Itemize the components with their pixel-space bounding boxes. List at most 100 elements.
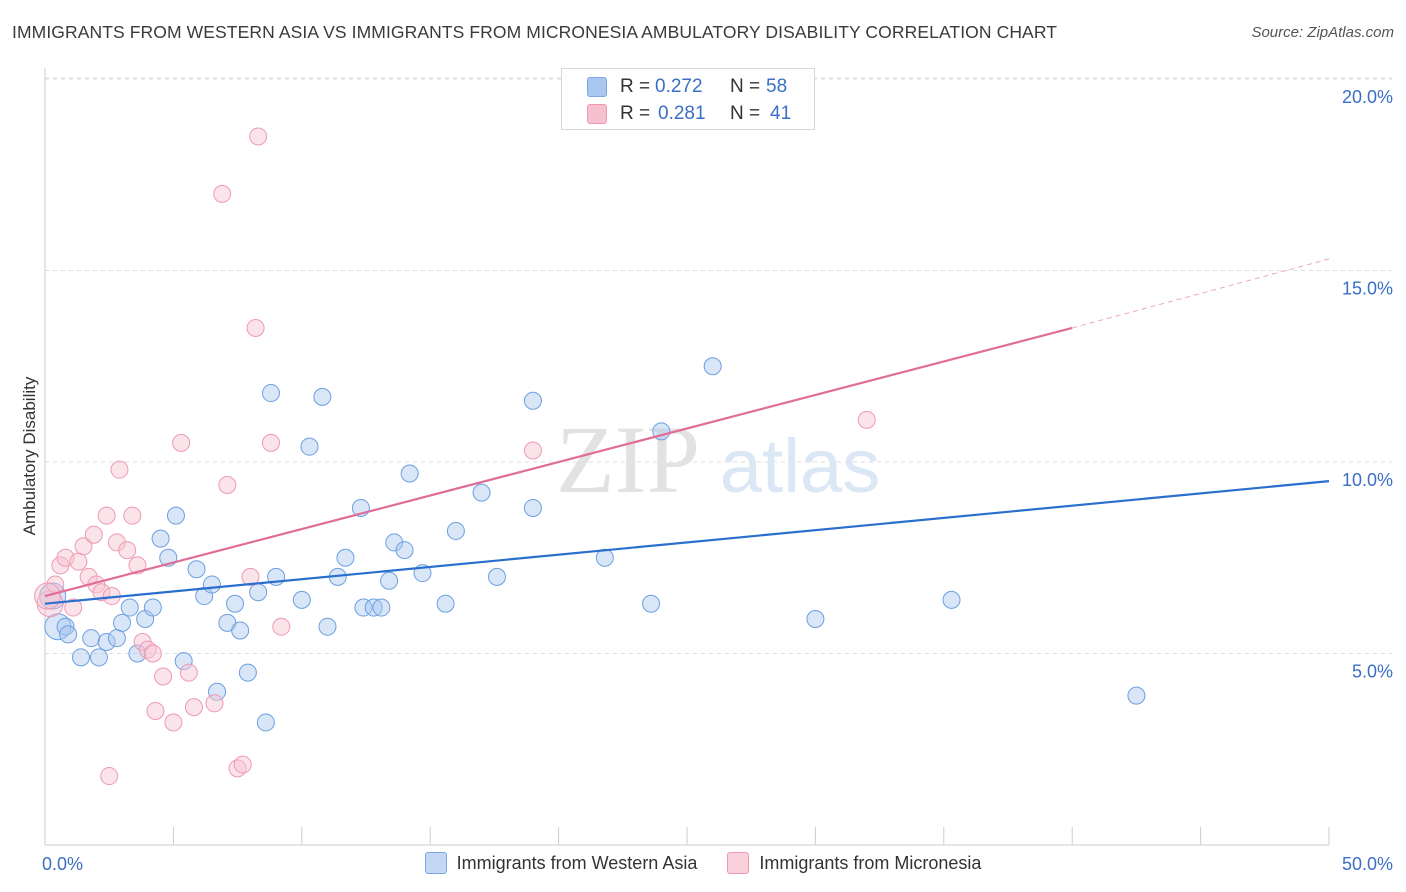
legend-swatch-micronesia bbox=[727, 852, 750, 874]
point-micronesia bbox=[213, 184, 232, 203]
point-western-asia bbox=[806, 610, 825, 629]
stats-r-label: R = bbox=[620, 103, 651, 124]
point-micronesia bbox=[164, 713, 183, 732]
point-western-asia bbox=[354, 598, 373, 617]
point-western-asia bbox=[249, 583, 268, 602]
point-micronesia bbox=[128, 556, 147, 575]
stats-n-value: 58 bbox=[766, 76, 788, 97]
point-micronesia bbox=[233, 755, 252, 774]
point-western-asia bbox=[300, 437, 319, 456]
point-western-asia bbox=[226, 594, 245, 613]
point-micronesia bbox=[272, 617, 291, 636]
point-micronesia bbox=[97, 506, 116, 525]
point-micronesia bbox=[523, 441, 542, 460]
y-tick-label: 10.0% bbox=[1342, 470, 1393, 490]
watermark-atlas: atlas bbox=[720, 424, 881, 509]
legend: Immigrants from Western Asia Immigrants … bbox=[0, 852, 1406, 874]
point-western-asia bbox=[166, 506, 185, 525]
trend-line-western-asia bbox=[44, 480, 1330, 605]
point-micronesia bbox=[74, 537, 93, 556]
point-western-asia bbox=[336, 548, 355, 567]
chart-title: IMMIGRANTS FROM WESTERN ASIA VS IMMIGRAN… bbox=[12, 22, 1058, 42]
point-micronesia bbox=[857, 410, 876, 429]
point-micronesia bbox=[261, 433, 280, 452]
y-tick-label: 5.0% bbox=[1352, 662, 1393, 682]
point-western-asia bbox=[113, 613, 132, 632]
point-western-asia bbox=[187, 560, 206, 579]
point-western-asia bbox=[202, 575, 221, 594]
point-western-asia bbox=[82, 629, 101, 648]
point-micronesia bbox=[218, 475, 237, 494]
point-micronesia bbox=[100, 767, 119, 786]
point-western-asia bbox=[143, 598, 162, 617]
point-western-asia bbox=[120, 598, 139, 617]
point-micronesia bbox=[123, 506, 142, 525]
point-micronesia bbox=[241, 567, 260, 586]
legend-swatch-western-asia bbox=[424, 852, 447, 874]
stats-swatch-micronesia bbox=[587, 104, 607, 124]
point-western-asia bbox=[364, 598, 383, 617]
x-tick-label: 50.0% bbox=[1342, 854, 1393, 874]
legend-label-western-asia: Immigrants from Western Asia bbox=[456, 852, 698, 873]
point-micronesia bbox=[246, 318, 265, 337]
point-western-asia bbox=[380, 571, 399, 590]
point-western-asia bbox=[59, 625, 78, 644]
tick-labels: 5.0% 10.0% 15.0% 20.0% 0.0% 50.0% bbox=[42, 87, 1393, 874]
point-western-asia bbox=[318, 617, 337, 636]
point-micronesia bbox=[154, 667, 173, 686]
point-western-asia bbox=[1127, 686, 1146, 705]
point-western-asia bbox=[97, 633, 116, 652]
point-micronesia bbox=[205, 694, 224, 713]
trend-line-micronesia bbox=[44, 326, 1073, 598]
legend-item-micronesia[interactable]: Immigrants from Micronesia bbox=[727, 852, 981, 874]
stats-n-value: 41 bbox=[770, 103, 792, 124]
point-micronesia bbox=[64, 598, 83, 617]
point-western-asia bbox=[128, 644, 147, 663]
point-western-asia bbox=[256, 713, 275, 732]
y-tick-label: 15.0% bbox=[1342, 279, 1393, 299]
point-western-asia bbox=[523, 391, 542, 410]
point-western-asia bbox=[446, 521, 465, 540]
y-tick-label: 20.0% bbox=[1342, 87, 1393, 107]
point-western-asia bbox=[231, 621, 250, 640]
point-micronesia bbox=[69, 552, 88, 571]
point-western-asia bbox=[107, 629, 126, 648]
point-micronesia bbox=[143, 644, 162, 663]
source-label: Source: ZipAtlas.com bbox=[1251, 24, 1394, 41]
stats-n-label: N = bbox=[730, 103, 761, 124]
point-micronesia bbox=[92, 583, 111, 602]
stats-swatch-western-asia bbox=[587, 77, 607, 97]
point-western-asia bbox=[472, 483, 491, 502]
point-micronesia bbox=[172, 433, 191, 452]
trend-extension-micronesia bbox=[1072, 258, 1330, 329]
point-western-asia bbox=[238, 663, 257, 682]
point-western-asia bbox=[395, 541, 414, 560]
stats-n-label: N = bbox=[730, 76, 761, 97]
point-western-asia bbox=[703, 357, 722, 376]
point-micronesia bbox=[146, 701, 165, 720]
point-western-asia bbox=[174, 652, 193, 671]
legend-label-micronesia: Immigrants from Micronesia bbox=[759, 852, 982, 873]
y-axis-label: Ambulatory Disability bbox=[20, 376, 39, 535]
axes bbox=[44, 68, 1330, 846]
stats-r-value: 0.272 bbox=[655, 76, 703, 97]
point-micronesia bbox=[110, 460, 129, 479]
point-western-asia bbox=[208, 682, 227, 701]
point-western-asia bbox=[487, 567, 506, 586]
x-tick-label: 0.0% bbox=[42, 854, 83, 874]
stats-box: R = 0.272 N = 58 R = 0.281 N = 41 bbox=[561, 68, 815, 130]
point-micronesia bbox=[249, 127, 268, 146]
point-micronesia bbox=[107, 533, 126, 552]
trend-lines bbox=[44, 258, 1330, 605]
point-western-asia bbox=[385, 533, 404, 552]
data-points bbox=[34, 127, 1146, 786]
legend-item-western-asia[interactable]: Immigrants from Western Asia bbox=[424, 852, 698, 874]
stats-r-label: R = bbox=[620, 76, 651, 97]
point-western-asia bbox=[942, 590, 961, 609]
point-western-asia bbox=[642, 594, 661, 613]
stats-r-value: 0.281 bbox=[658, 103, 706, 124]
watermark: ZIP atlas bbox=[556, 406, 880, 513]
point-micronesia bbox=[118, 541, 137, 560]
point-micronesia bbox=[84, 525, 103, 544]
